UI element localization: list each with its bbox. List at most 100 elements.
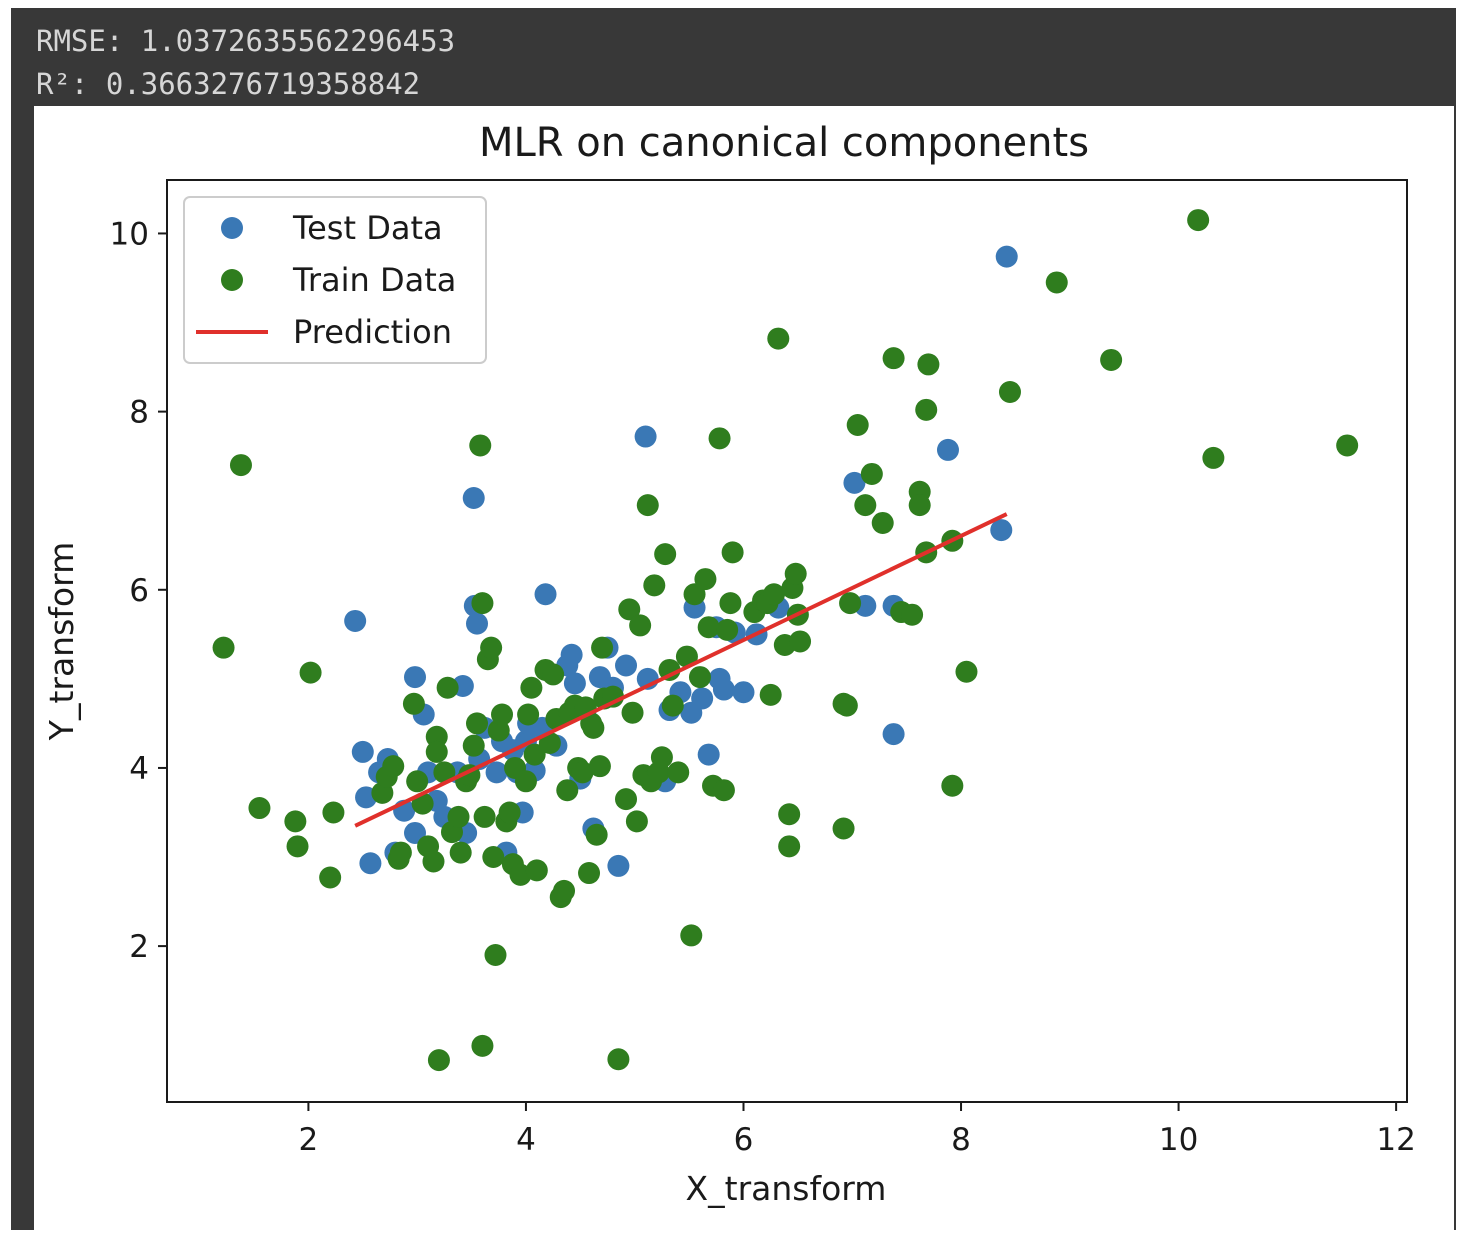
train-data-point <box>449 841 472 864</box>
test-data-point <box>882 723 905 746</box>
train-data-point <box>683 583 706 606</box>
train-data-point <box>778 835 801 858</box>
train-data-point <box>286 835 309 858</box>
test-data-point <box>563 672 586 695</box>
train-data-point <box>248 797 271 820</box>
test-data-point <box>359 852 382 875</box>
test-data-point <box>936 438 959 461</box>
train-data-point <box>491 703 514 726</box>
y-axis: 2 4 6 8 10 <box>110 216 167 965</box>
train-data-point <box>607 1048 630 1071</box>
train-data-point <box>621 701 644 724</box>
train-data-point <box>523 743 546 766</box>
train-data-point <box>854 494 877 517</box>
train-data-point <box>762 583 785 606</box>
train-data-point <box>688 666 711 689</box>
legend-frame <box>183 196 487 364</box>
train-data-point <box>767 327 790 350</box>
train-data-point <box>716 618 739 641</box>
train-data-point <box>520 676 543 699</box>
train-data-point <box>422 850 445 873</box>
train-data-point <box>661 694 684 717</box>
train-data-point <box>436 676 459 699</box>
test-data-point <box>995 245 1018 268</box>
train-data-point <box>1187 209 1210 232</box>
train-data-point <box>998 381 1021 404</box>
train-data-point <box>667 761 690 784</box>
x-axis-label: X_transform <box>686 1169 887 1208</box>
y-tick-label: 6 <box>129 573 149 609</box>
train-data-point <box>835 694 858 717</box>
train-data-point <box>466 712 488 735</box>
train-data-point <box>759 683 782 706</box>
train-data-point <box>871 511 894 534</box>
train-data-point <box>636 494 659 517</box>
train-data-point <box>517 703 540 726</box>
legend: Test Data Train Data Prediction <box>183 196 487 364</box>
train-data-point <box>1100 348 1123 371</box>
test-data-point <box>534 583 557 606</box>
train-data-point <box>629 614 652 637</box>
train-data-point <box>860 462 883 485</box>
metrics-output: RMSE: 1.0372635562296453 R²: 0.3663276719… <box>36 20 455 106</box>
train-data-point <box>514 770 537 793</box>
train-data-point <box>406 770 429 793</box>
train-data-point <box>433 761 456 784</box>
train-data-point <box>473 805 496 828</box>
train-data-point <box>556 779 579 802</box>
train-data-point <box>425 725 448 748</box>
legend-marker <box>221 217 243 239</box>
x-tick-label: 2 <box>299 1122 319 1158</box>
test-data-point <box>560 643 583 666</box>
train-data-point <box>846 413 869 436</box>
train-data-point <box>480 636 503 659</box>
x-axis: 2 4 6 8 10 12 <box>299 1102 1416 1158</box>
train-data-point <box>585 823 608 846</box>
train-data-point <box>1202 446 1225 469</box>
train-data-point <box>319 866 342 889</box>
train-data-point <box>694 568 717 591</box>
train-data-point <box>721 541 744 564</box>
train-data-point <box>784 562 807 585</box>
y-axis-label: Y_transform <box>42 542 81 741</box>
train-data-point <box>284 810 307 833</box>
y-tick-label: 8 <box>129 395 149 431</box>
legend-label: Prediction <box>293 313 452 351</box>
x-tick-label: 10 <box>1159 1122 1198 1158</box>
train-data-point <box>462 734 485 757</box>
train-data-point <box>425 740 448 763</box>
train-data-point <box>839 592 862 615</box>
y-tick-label: 4 <box>129 751 149 787</box>
chart-marks <box>212 209 1359 1072</box>
train-data-point <box>229 454 252 477</box>
test-data-point <box>466 612 488 635</box>
train-data-point <box>882 347 905 370</box>
test-data-point <box>691 687 714 710</box>
train-data-point <box>901 603 924 626</box>
train-data-point <box>1336 434 1359 457</box>
test-data-point <box>990 519 1013 542</box>
test-data-point <box>485 761 508 784</box>
x-tick-label: 4 <box>516 1122 536 1158</box>
train-data-point <box>571 761 594 784</box>
train-data-point <box>658 658 681 681</box>
train-data-point <box>427 1049 450 1072</box>
test-data-point <box>843 471 866 494</box>
train-data-point <box>601 685 624 708</box>
train-data-point <box>447 805 470 828</box>
y-tick-label: 10 <box>110 216 149 252</box>
train-data-point <box>778 803 801 826</box>
train-data-point <box>322 801 345 824</box>
train-data-point <box>402 692 425 715</box>
test-data-point <box>344 609 367 632</box>
train-data-point <box>712 779 735 802</box>
train-data-point <box>484 944 507 967</box>
train-data-point <box>389 841 412 864</box>
train-data-point <box>588 755 611 778</box>
test-data-point <box>712 678 735 701</box>
train-data-point <box>482 846 505 869</box>
train-data-point <box>697 616 720 639</box>
train-data-point <box>469 434 492 457</box>
train-data-point <box>908 494 931 517</box>
